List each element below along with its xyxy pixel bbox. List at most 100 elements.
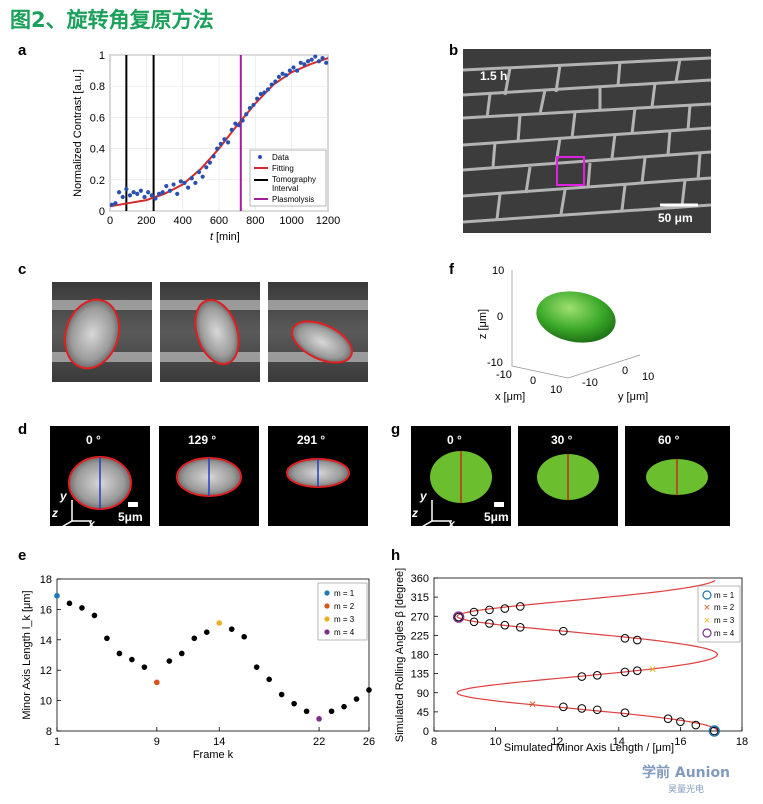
frame-point xyxy=(141,664,148,670)
h-xtick-label: 18 xyxy=(736,736,748,748)
highlight-point xyxy=(54,592,60,599)
legend-e-m3-marker xyxy=(324,616,330,622)
data-point xyxy=(124,187,129,192)
legend-plasmolysis: Plasmolysis xyxy=(272,195,314,204)
simulated-point xyxy=(592,705,602,715)
data-point xyxy=(265,87,271,92)
simulated-point xyxy=(469,617,479,627)
frame-point xyxy=(303,708,310,715)
f-xlabel: x [μm] xyxy=(495,391,525,403)
legend-e-m2-marker xyxy=(324,603,330,609)
frame-point xyxy=(341,703,347,710)
data-point xyxy=(207,160,213,165)
e-ytick-label: 16 xyxy=(40,604,52,616)
data-point xyxy=(186,185,191,190)
cell-outline xyxy=(194,299,240,365)
h-ytick-label: 90 xyxy=(417,688,429,700)
simulated-point xyxy=(620,708,630,718)
a-ytick-label: 1 xyxy=(99,50,105,62)
data-point xyxy=(131,190,136,195)
frame-point xyxy=(179,650,185,657)
data-point xyxy=(218,141,223,147)
g-axis-x: x xyxy=(447,517,456,531)
rolling-angle-curve xyxy=(456,579,719,732)
simulated-point xyxy=(515,602,525,611)
watermark-line1: 学前 Aunion xyxy=(642,765,731,781)
legend-h-m2: m = 2 xyxy=(714,603,735,612)
simulated-point xyxy=(620,667,630,677)
a-ytick-label: 0.6 xyxy=(90,112,105,124)
data-point xyxy=(149,193,154,198)
data-point xyxy=(236,123,242,128)
data-point xyxy=(156,191,162,196)
legend-h-m4: m = 4 xyxy=(714,629,735,638)
simulated-point xyxy=(632,635,642,645)
highlight-point xyxy=(316,716,322,722)
f-ytick-neg10: -10 xyxy=(582,377,598,389)
h-xtick-label: 16 xyxy=(674,736,686,748)
legend-h-m4-marker xyxy=(702,628,712,638)
panel-label-e: e xyxy=(18,547,26,564)
data-point xyxy=(127,193,133,198)
panel-label-g: g xyxy=(391,421,400,438)
roi-box xyxy=(556,156,585,186)
data-point xyxy=(305,59,311,64)
data-point xyxy=(309,57,314,62)
simulated-point xyxy=(592,671,602,680)
data-point xyxy=(269,82,274,87)
figure-title: 图2、旋转角复原方法 xyxy=(10,8,214,32)
h-ytick-label: 315 xyxy=(411,592,429,604)
f-ylabel: y [μm] xyxy=(618,391,648,403)
data-point xyxy=(302,62,307,67)
legend-h-m3-marker: × xyxy=(704,615,710,627)
f-ztick-10: 10 xyxy=(492,265,504,277)
data-point xyxy=(258,91,263,97)
frame-point xyxy=(228,626,235,632)
f-ztick-0: 0 xyxy=(497,311,503,323)
cell-outline xyxy=(64,298,120,370)
projections-d: 0 ° 129 ° 291 ° y z x 5μm xyxy=(50,426,368,531)
time-label: 1.5 h xyxy=(480,69,507,83)
data-point xyxy=(324,60,329,65)
frame-point xyxy=(91,612,98,619)
scale-label-b: 50 μm xyxy=(658,211,693,225)
chart-a: 0 200 400 600 800 1000 1200 0 0.2 0.4 0.6 0.8 1 Norm… xyxy=(72,50,340,243)
data-point xyxy=(204,165,209,170)
legend-data-marker xyxy=(258,155,262,159)
chart-h-frame xyxy=(433,577,743,732)
simulated-point xyxy=(709,726,719,736)
data-point xyxy=(255,96,260,101)
simulated-point xyxy=(559,702,568,712)
cell-outline xyxy=(291,320,353,364)
data-point xyxy=(160,190,165,195)
chart-e-xlabel: Frame k xyxy=(193,749,234,761)
legend-data: Data xyxy=(272,153,289,162)
h-ytick-label: 135 xyxy=(411,669,429,681)
axes-triad-g xyxy=(419,500,452,529)
data-point xyxy=(316,59,322,64)
a-ytick-label: 0.4 xyxy=(90,144,105,156)
e-ytick-label: 8 xyxy=(46,726,52,738)
legend-interval: Interval xyxy=(272,184,298,193)
chart-a-ylabel: Normalized Contrast [a.u.] xyxy=(72,69,84,197)
chart-e-legend: m = 1 m = 2 m = 3 m = 4 xyxy=(317,582,368,641)
chart-e-ylabel: Minor Axis Length l_k [μm] xyxy=(21,590,33,719)
cell-image-c-2 xyxy=(160,282,260,382)
simulated-point xyxy=(691,720,701,730)
chart-e-frame xyxy=(56,578,370,732)
panel-label-b: b xyxy=(449,42,458,59)
frame-point xyxy=(104,635,110,642)
simulated-point xyxy=(663,714,673,723)
data-point xyxy=(284,73,289,78)
a-xtick-label: 0 xyxy=(107,215,113,227)
panel-label-a: a xyxy=(18,42,27,59)
a-xtick-label: 1000 xyxy=(279,215,303,227)
frame-point xyxy=(166,658,173,664)
simulated-point xyxy=(500,620,510,630)
simulated-point xyxy=(469,607,479,617)
h-xtick-label: 12 xyxy=(551,736,563,748)
e-ytick-label: 18 xyxy=(40,574,52,586)
legend-h-m1: m = 1 xyxy=(714,591,735,600)
